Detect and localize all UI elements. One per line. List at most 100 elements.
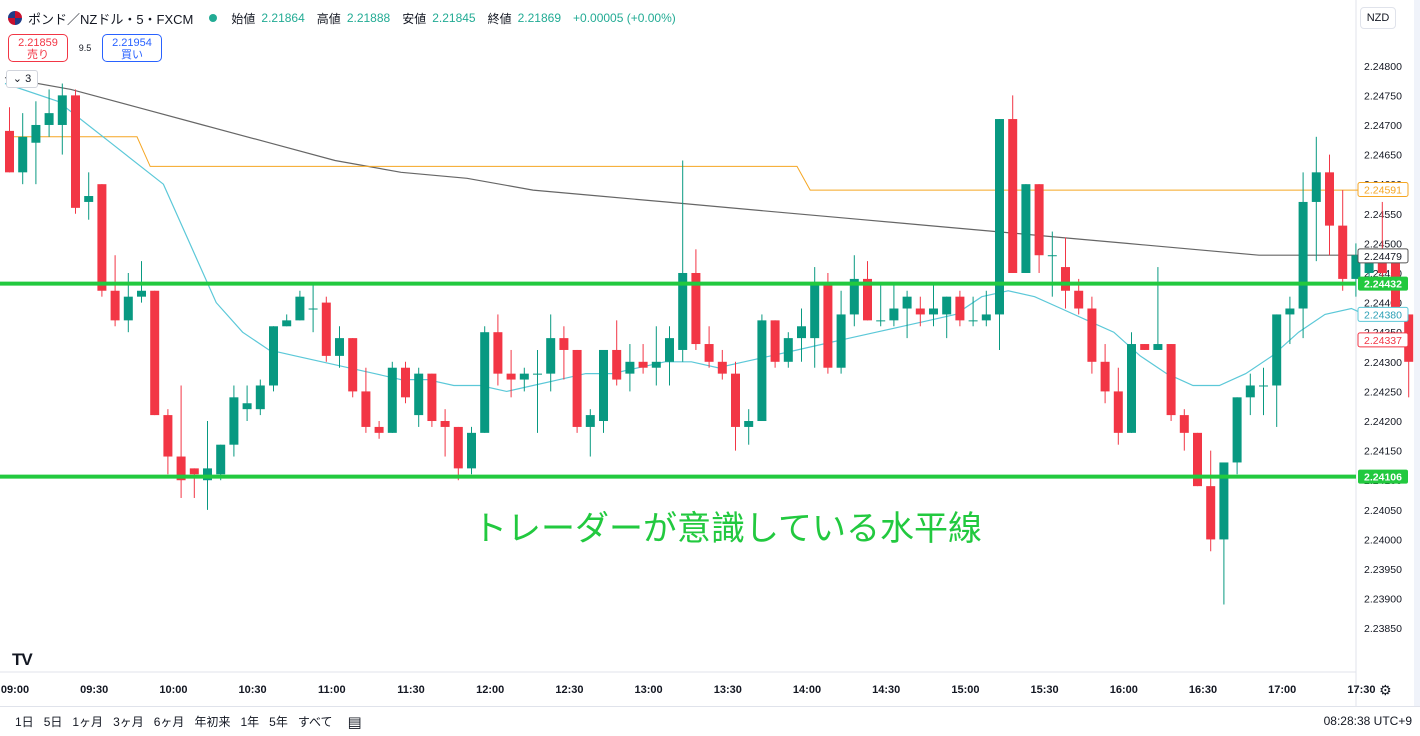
candle-body: [1113, 391, 1123, 433]
candle-body: [731, 373, 740, 427]
candle-body: [1219, 462, 1229, 540]
candle-body: [1179, 415, 1189, 433]
range-button[interactable]: 5日: [43, 715, 63, 729]
candle-body: [783, 338, 793, 362]
candle-body: [929, 308, 938, 315]
range-button[interactable]: 1日: [15, 715, 34, 729]
candle-body: [691, 272, 701, 345]
calendar-icon[interactable]: ▤: [347, 713, 362, 731]
candle-body: [1206, 486, 1216, 540]
indicator-legend-toggle[interactable]: ⌄ 3: [6, 70, 38, 88]
candle-body: [1061, 267, 1070, 291]
range-button[interactable]: 1年: [240, 715, 260, 729]
tradingview-logo-icon[interactable]: TV: [12, 650, 33, 669]
symbol-name[interactable]: ポンド／NZドル・5・FXCM: [28, 11, 194, 27]
price-chart[interactable]: 2.248002.247502.247002.246502.246002.245…: [0, 0, 1420, 706]
candle-body: [57, 95, 67, 125]
candle-body: [612, 349, 622, 380]
trade-panel: 2.21859 売り 9.5 2.21954 買い: [8, 33, 162, 63]
x-tick-label: 10:00: [159, 684, 187, 696]
price-label: 2.24591: [1364, 185, 1402, 197]
candle-body: [942, 296, 952, 315]
sell-label: 売り: [27, 49, 49, 61]
candle-body: [216, 444, 226, 475]
x-tick-label: 15:00: [951, 684, 979, 696]
y-tick-label: 2.24300: [1364, 357, 1402, 369]
candle-body: [1338, 225, 1348, 279]
y-tick-label: 2.24800: [1364, 61, 1402, 73]
candle-body: [84, 196, 94, 202]
candle-body: [137, 290, 146, 297]
range-buttons: 1日 5日 1ヶ月 3ヶ月 6ヶ月 年初来 1年 5年 すべて: [10, 713, 338, 730]
flag-icon: [8, 11, 22, 25]
range-button[interactable]: 6ヶ月: [153, 715, 185, 729]
candle-body: [229, 397, 239, 445]
candle-body: [361, 391, 371, 427]
price-label: 2.24432: [1364, 279, 1402, 291]
price-label-box: [1357, 182, 1409, 198]
y-tick-label: 2.23950: [1364, 564, 1402, 576]
y-tick-label: 2.24550: [1364, 209, 1402, 221]
candle-body: [559, 338, 569, 350]
candle-body: [704, 344, 714, 362]
x-tick-label: 14:30: [872, 684, 900, 696]
price-label-box: [1357, 332, 1409, 348]
candle-body: [797, 326, 806, 339]
candle-body: [97, 184, 107, 291]
candle-body: [1245, 385, 1255, 398]
buy-button[interactable]: 2.21954 買い: [102, 34, 162, 62]
candle-body: [1087, 308, 1097, 362]
price-label-box: [1357, 248, 1409, 264]
open-value: 2.21864: [261, 11, 305, 25]
buy-label: 買い: [121, 49, 143, 61]
range-button[interactable]: すべて: [297, 715, 333, 729]
candle-body: [1100, 361, 1110, 392]
price-label-box: [1358, 469, 1408, 484]
y-tick-label: 2.24250: [1364, 386, 1402, 398]
candle-body: [1325, 172, 1334, 226]
candle-body: [599, 349, 608, 422]
candle-body: [255, 385, 265, 410]
gear-icon[interactable]: ⚙: [1379, 682, 1392, 698]
x-tick-label: 14:00: [793, 684, 821, 696]
currency-selector[interactable]: NZD: [1360, 7, 1396, 29]
candle-body: [427, 373, 437, 422]
candle-body: [1008, 119, 1018, 273]
candle-body: [902, 296, 912, 309]
clock: 08:28:38 UTC+9: [1323, 714, 1412, 728]
candle-body: [467, 432, 476, 469]
y-tick-label: 2.23900: [1364, 594, 1402, 606]
candle-body: [401, 367, 410, 398]
candle-body: [757, 320, 767, 422]
x-tick-label: 17:00: [1268, 684, 1296, 696]
range-button[interactable]: 3ヶ月: [113, 715, 144, 729]
sell-button[interactable]: 2.21859 売り: [8, 34, 68, 62]
candle-body: [533, 373, 542, 375]
price-label: 2.24479: [1364, 251, 1402, 263]
ma-step-line: [5, 136, 1365, 191]
price-label-box: [1357, 306, 1409, 322]
candle-body: [1140, 344, 1150, 350]
candle-body: [1404, 314, 1414, 362]
candle-body: [1377, 261, 1387, 273]
candle-body: [1127, 344, 1136, 433]
candle-body: [123, 296, 133, 321]
right-scroll-strip[interactable]: [1414, 0, 1420, 706]
range-button[interactable]: 1ヶ月: [72, 715, 104, 729]
candle-body: [1272, 314, 1282, 386]
y-tick-label: 2.23850: [1364, 623, 1402, 635]
candle-body: [189, 468, 199, 475]
candle-body: [995, 119, 1004, 315]
candle-body: [1285, 308, 1295, 315]
candle-body: [335, 338, 344, 356]
sell-price: 2.21859: [18, 37, 58, 49]
spread-value: 9.5: [78, 43, 92, 53]
candle-body: [1311, 172, 1321, 202]
price-label: 2.24380: [1364, 309, 1402, 321]
range-button[interactable]: 年初来: [194, 715, 231, 729]
y-tick-label: 2.24700: [1364, 120, 1402, 132]
y-tick-label: 2.24200: [1364, 416, 1402, 428]
candle-body: [1351, 255, 1361, 279]
range-button[interactable]: 5年: [269, 715, 288, 729]
y-tick-label: 2.24750: [1364, 90, 1402, 102]
